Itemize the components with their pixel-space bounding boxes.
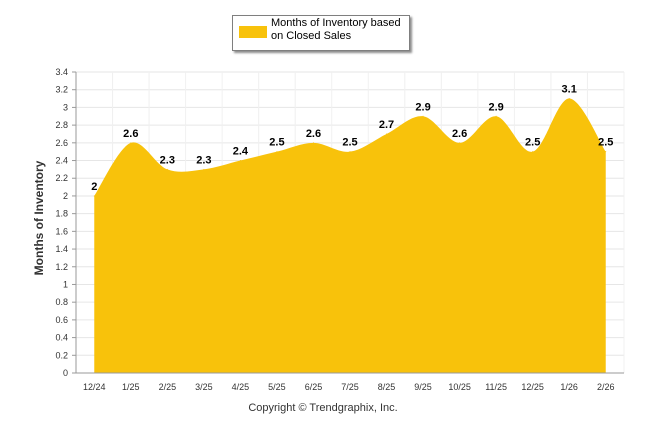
x-tick-label: 12/25 [521, 382, 544, 392]
x-tick-label: 12/24 [83, 382, 106, 392]
axes [72, 71, 624, 374]
data-point [239, 160, 241, 162]
data-label: 2.6 [123, 128, 138, 140]
x-tick-label: 9/25 [414, 382, 432, 392]
data-label: 2.5 [342, 137, 357, 149]
y-tick-label: 3.4 [55, 67, 68, 77]
y-axis-label: Months of Inventory [32, 160, 46, 275]
data-label: 2.9 [415, 101, 430, 113]
data-point [130, 142, 132, 144]
data-label: 2.7 [379, 119, 394, 131]
data-point [459, 142, 461, 144]
y-tick-label: 0.4 [55, 333, 68, 343]
data-point [568, 98, 570, 100]
data-label: 2.6 [306, 128, 321, 140]
y-tick-label: 1 [63, 279, 68, 289]
data-point [93, 195, 95, 197]
legend-swatch [239, 26, 267, 38]
data-labels: 2 2.6 2.3 2.3 2.4 2.5 2.6 2.5 2.7 2.9 2.6 2.9 2.5 3.1… [91, 84, 613, 193]
y-tick-label: 3 [63, 102, 68, 112]
y-tick-label: 2 [63, 191, 68, 201]
legend: Months of Inventory based on Closed Sale… [232, 15, 410, 51]
x-tick-labels: 12/24 1/25 2/25 3/25 4/25 5/25 6/25 7/25 8/25 9/2… [83, 382, 614, 392]
data-point [495, 115, 497, 117]
data-label: 3.1 [562, 84, 577, 96]
x-tick-label: 3/25 [195, 382, 213, 392]
data-label: 2.6 [452, 128, 467, 140]
data-label: 2.5 [525, 137, 540, 149]
x-tick-label: 2/25 [159, 382, 177, 392]
y-tick-label: 0.2 [55, 350, 68, 360]
y-tick-label: 3.2 [55, 85, 68, 95]
x-tick-label: 11/25 [485, 382, 507, 392]
x-tick-label: 4/25 [232, 382, 250, 392]
y-tick-label: 0.8 [55, 297, 68, 307]
x-tick-label: 7/25 [341, 382, 359, 392]
x-tick-label: 6/25 [305, 382, 323, 392]
data-label: 2.5 [598, 137, 613, 149]
y-tick-label: 2.4 [55, 156, 68, 166]
y-tick-label: 2.6 [55, 138, 68, 148]
legend-label: Months of Inventory based on Closed Sale… [271, 17, 401, 42]
x-tick-label: 10/25 [448, 382, 471, 392]
area-series [93, 98, 607, 373]
data-point [605, 151, 607, 153]
data-point [386, 133, 388, 135]
data-label: 2 [91, 181, 97, 193]
y-tick-label: 0.6 [55, 315, 68, 325]
y-tick-label: 1.8 [55, 209, 68, 219]
data-point [422, 115, 424, 117]
x-tick-label: 8/25 [378, 382, 396, 392]
data-label: 2.5 [269, 137, 284, 149]
y-tick-label: 1.4 [55, 244, 68, 254]
copyright-text: Copyright © Trendgraphix, Inc. [248, 402, 398, 414]
y-tick-label: 2.2 [55, 173, 68, 183]
y-tick-label: 0 [63, 368, 68, 378]
y-tick-label: 2.8 [55, 120, 68, 130]
data-point [203, 168, 205, 170]
data-label: 2.3 [196, 154, 211, 166]
data-point [349, 151, 351, 153]
data-point [276, 151, 278, 153]
data-point [532, 151, 534, 153]
data-point [166, 168, 168, 170]
x-tick-label: 1/25 [122, 382, 140, 392]
area-fill [94, 98, 606, 373]
y-tick-label: 1.2 [55, 262, 68, 272]
x-tick-label: 5/25 [268, 382, 286, 392]
data-label: 2.9 [488, 101, 503, 113]
x-tick-label: 2/26 [597, 382, 615, 392]
data-label: 2.4 [233, 146, 249, 158]
y-tick-labels: 0 0.2 0.4 0.6 0.8 1 1.2 1.4 1.6 1.8 2 2.2 2.4 2.6 2.8 3… [55, 67, 68, 378]
data-point [312, 142, 314, 144]
y-tick-label: 1.6 [55, 226, 68, 236]
x-tick-label: 1/26 [560, 382, 578, 392]
data-label: 2.3 [160, 154, 175, 166]
